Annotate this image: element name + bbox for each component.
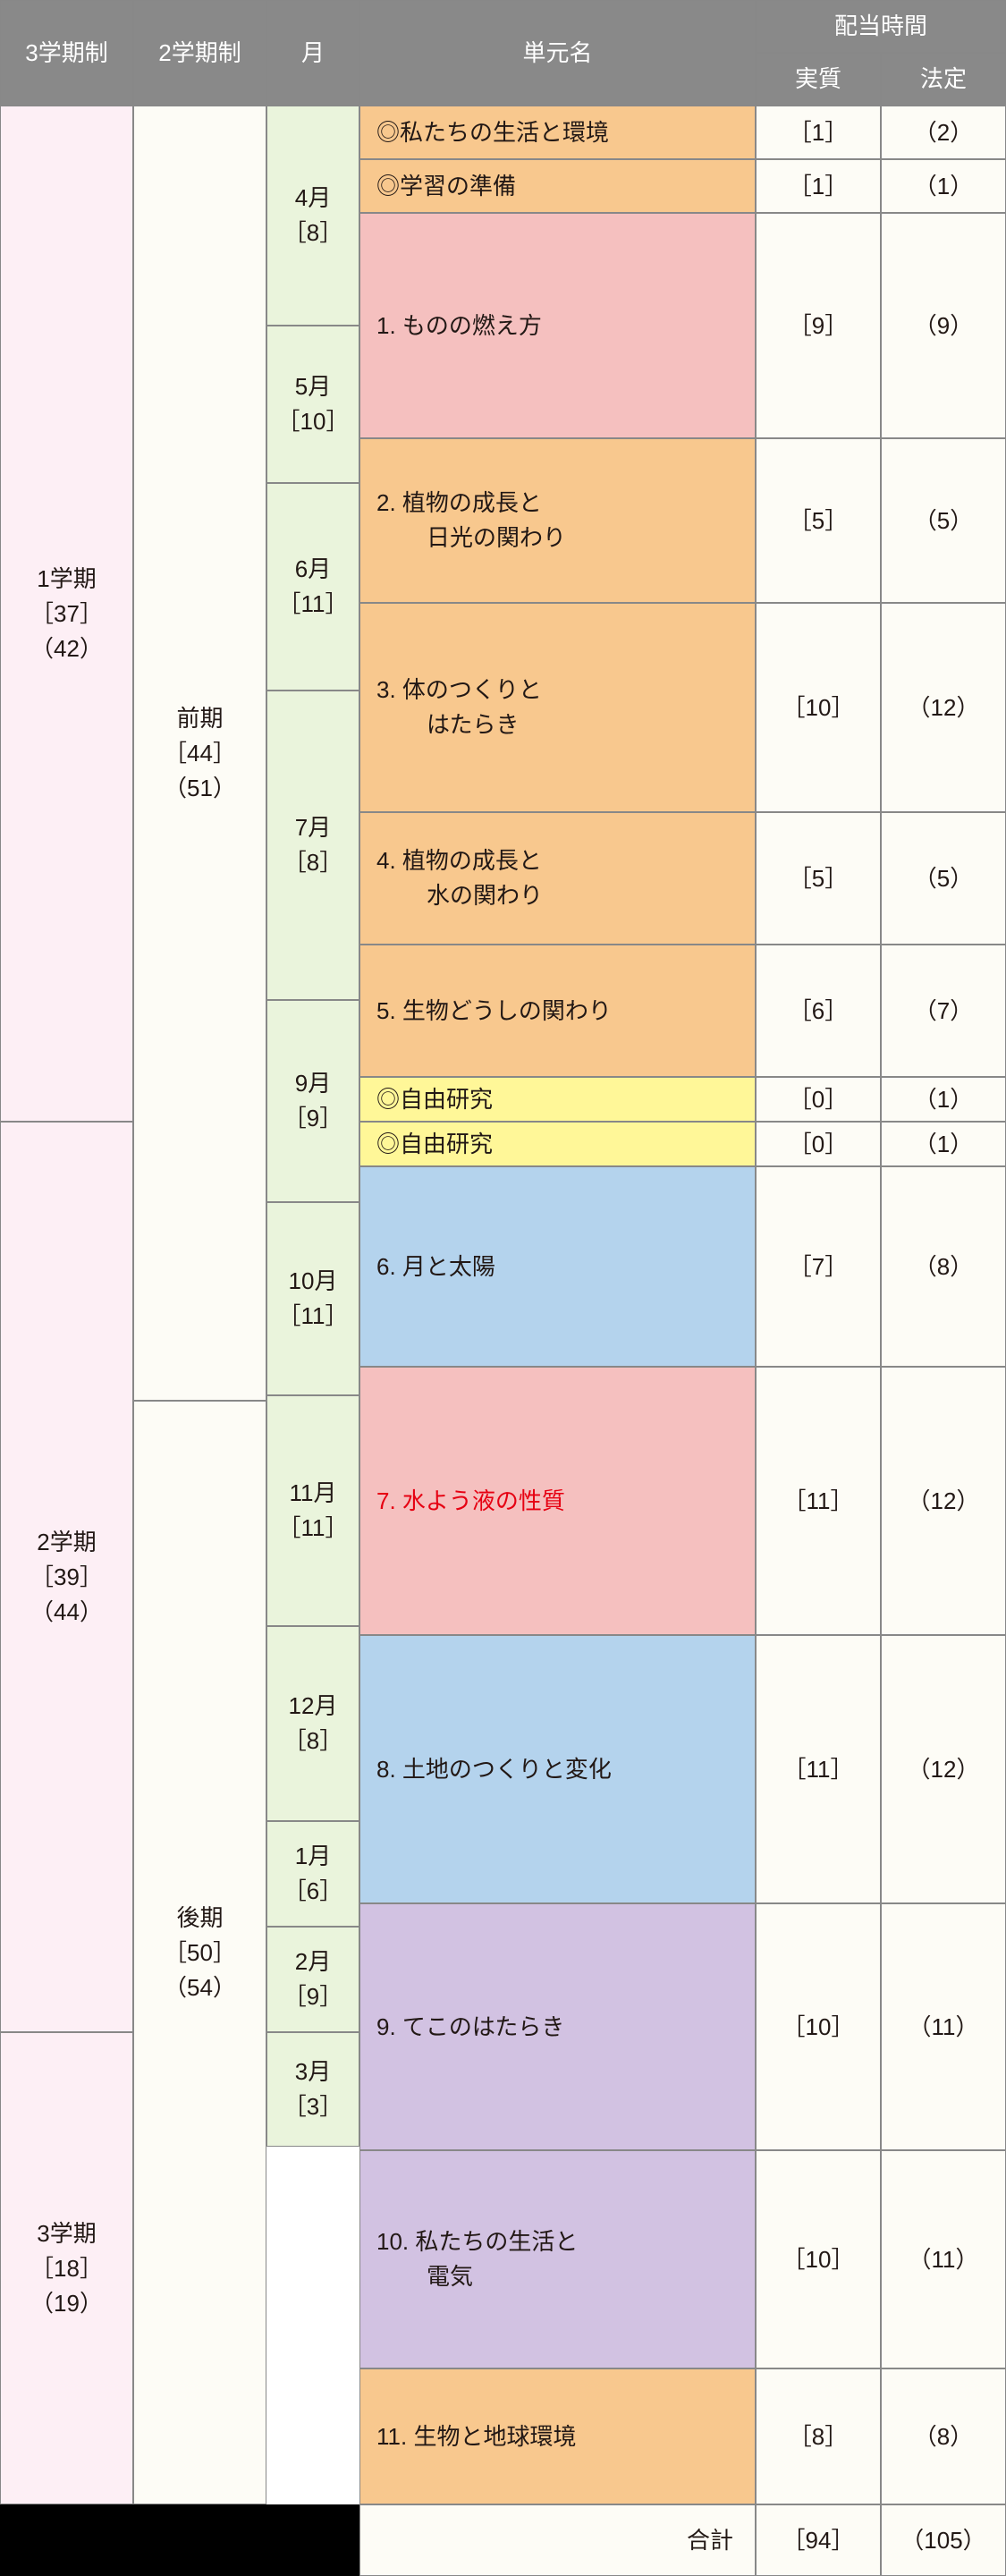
term3-1: 1学期 ［37］ （42） xyxy=(0,106,133,1122)
real-8: ［0］ xyxy=(756,1122,881,1166)
col-legal: （2） （1） （9） （5） （12） （5） （7） （1） （1） （8）… xyxy=(881,106,1006,2504)
header-term3: 3学期制 xyxy=(0,0,133,106)
col-real: ［1］ ［1］ ［9］ ［5］ ［10］ ［5］ ［6］ ［0］ ［0］ ［7］… xyxy=(756,106,881,2504)
term3-1-label: 1学期 xyxy=(37,562,96,597)
legal-7: （1） xyxy=(881,1077,1006,1122)
term2-2-label: 後期 xyxy=(176,1901,223,1936)
real-10: ［11］ xyxy=(756,1367,881,1635)
term2-1-legal: （51） xyxy=(164,771,236,806)
unit-4: 3. 体のつくりとはたらき xyxy=(359,603,756,812)
legal-11: （12） xyxy=(881,1635,1006,1903)
col-month: 4月［8］ 5月［10］ 6月［11］ 7月［8］ 9月［9］ 10月［11］ … xyxy=(266,106,359,2504)
legal-9: （8） xyxy=(881,1166,1006,1367)
term2-2: 後期 ［50］ （54） xyxy=(133,1401,266,2504)
header-real: 実質 xyxy=(756,53,881,106)
unit-2: 1. ものの燃え方 xyxy=(359,213,756,438)
unit-5: 4. 植物の成長と水の関わり xyxy=(359,812,756,945)
month-dec: 12月［8］ xyxy=(266,1626,359,1821)
unit-11: 8. 土地のつくりと変化 xyxy=(359,1635,756,1903)
term3-1-real: ［37］ xyxy=(30,597,103,631)
col-term3: 1学期 ［37］ （42） 2学期 ［39］ （44） 3学期 ［18］ （19… xyxy=(0,106,133,2504)
real-12: ［10］ xyxy=(756,1903,881,2150)
legal-12: （11） xyxy=(881,1903,1006,2150)
header-row: 3学期制 2学期制 月 単元名 配当時間 実質 法定 xyxy=(0,0,1006,106)
month-oct: 10月［11］ xyxy=(266,1202,359,1395)
header-hours-group: 配当時間 実質 法定 xyxy=(756,0,1006,106)
legal-8: （1） xyxy=(881,1122,1006,1166)
header-legal: 法定 xyxy=(881,53,1006,106)
unit-9: 6. 月と太陽 xyxy=(359,1166,756,1367)
legal-4: （12） xyxy=(881,603,1006,812)
legal-5: （5） xyxy=(881,812,1006,945)
unit-12: 9. てこのはたらき xyxy=(359,1903,756,2150)
month-jan: 1月［6］ xyxy=(266,1821,359,1927)
legal-0: （2） xyxy=(881,106,1006,159)
term2-1: 前期 ［44］ （51） xyxy=(133,106,266,1401)
legal-10: （12） xyxy=(881,1367,1006,1635)
month-may: 5月［10］ xyxy=(266,326,359,483)
term3-2-legal: （44） xyxy=(30,1595,103,1630)
term3-3-real: ［18］ xyxy=(30,2251,103,2286)
real-7: ［0］ xyxy=(756,1077,881,1122)
unit-14: 11. 生物と地球環境 xyxy=(359,2368,756,2504)
real-0: ［1］ xyxy=(756,106,881,159)
month-jun: 6月［11］ xyxy=(266,483,359,691)
month-sep: 9月［9］ xyxy=(266,1000,359,1202)
legal-14: （8） xyxy=(881,2368,1006,2504)
footer-black xyxy=(0,2504,359,2576)
header-term2: 2学期制 xyxy=(133,0,266,106)
header-unit: 単元名 xyxy=(359,0,756,106)
unit-3: 2. 植物の成長と日光の関わり xyxy=(359,438,756,603)
legal-2: （9） xyxy=(881,213,1006,438)
real-5: ［5］ xyxy=(756,812,881,945)
real-6: ［6］ xyxy=(756,945,881,1077)
legal-3: （5） xyxy=(881,438,1006,603)
unit-6: 5. 生物どうしの関わり xyxy=(359,945,756,1077)
total-label: 合計 xyxy=(359,2504,756,2576)
month-apr: 4月［8］ xyxy=(266,106,359,326)
table-body: 1学期 ［37］ （42） 2学期 ［39］ （44） 3学期 ［18］ （19… xyxy=(0,106,1006,2504)
unit-8: ◎自由研究 xyxy=(359,1122,756,1166)
real-2: ［9］ xyxy=(756,213,881,438)
month-nov: 11月［11］ xyxy=(266,1395,359,1626)
term2-2-real: ［50］ xyxy=(164,1936,236,1970)
term3-2: 2学期 ［39］ （44） xyxy=(0,1122,133,2032)
col-term2: 前期 ［44］ （51） 後期 ［50］ （54） xyxy=(133,106,266,2504)
real-3: ［5］ xyxy=(756,438,881,603)
term3-1-legal: （42） xyxy=(30,631,103,666)
legal-13: （11） xyxy=(881,2150,1006,2368)
term3-2-real: ［39］ xyxy=(30,1560,103,1595)
real-4: ［10］ xyxy=(756,603,881,812)
real-13: ［10］ xyxy=(756,2150,881,2368)
unit-0: ◎私たちの生活と環境 xyxy=(359,106,756,159)
footer-row: 合計 ［94］ （105） xyxy=(0,2504,1006,2576)
real-11: ［11］ xyxy=(756,1635,881,1903)
real-1: ［1］ xyxy=(756,159,881,213)
month-feb: 2月［9］ xyxy=(266,1927,359,2032)
term2-1-real: ［44］ xyxy=(164,736,236,771)
term3-2-label: 2学期 xyxy=(37,1525,96,1560)
legal-1: （1） xyxy=(881,159,1006,213)
term2-1-label: 前期 xyxy=(176,701,223,736)
col-unit: ◎私たちの生活と環境 ◎学習の準備 1. ものの燃え方 2. 植物の成長と日光の… xyxy=(359,106,756,2504)
unit-1: ◎学習の準備 xyxy=(359,159,756,213)
unit-10: 7. 水よう液の性質 xyxy=(359,1367,756,1635)
header-month: 月 xyxy=(266,0,359,106)
total-legal: （105） xyxy=(881,2504,1006,2576)
curriculum-table: 3学期制 2学期制 月 単元名 配当時間 実質 法定 1学期 ［37］ （42）… xyxy=(0,0,1006,2576)
month-mar: 3月［3］ xyxy=(266,2032,359,2147)
real-14: ［8］ xyxy=(756,2368,881,2504)
term3-3-label: 3学期 xyxy=(37,2216,96,2251)
term3-3: 3学期 ［18］ （19） xyxy=(0,2032,133,2504)
unit-7: ◎自由研究 xyxy=(359,1077,756,1122)
term2-2-legal: （54） xyxy=(164,1970,236,2005)
unit-13: 10. 私たちの生活と電気 xyxy=(359,2150,756,2368)
header-hours: 配当時間 xyxy=(756,0,1006,53)
legal-6: （7） xyxy=(881,945,1006,1077)
term3-3-legal: （19） xyxy=(30,2286,103,2321)
real-9: ［7］ xyxy=(756,1166,881,1367)
total-real: ［94］ xyxy=(756,2504,881,2576)
month-jul: 7月［8］ xyxy=(266,691,359,1000)
